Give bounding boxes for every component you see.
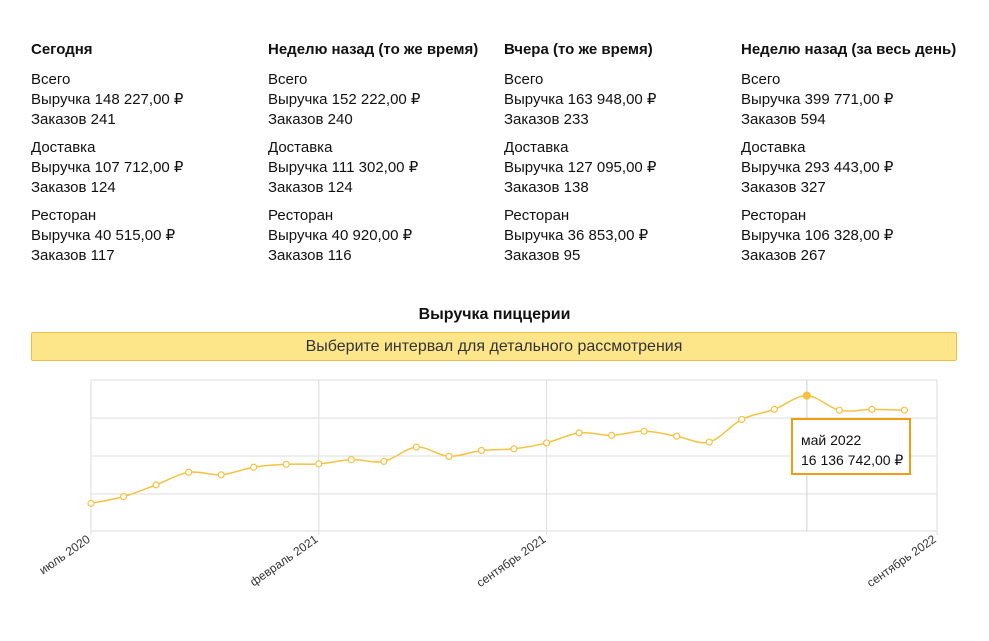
data-point — [380, 457, 388, 465]
stats-group-name: Всего — [31, 71, 71, 88]
stats-revenue: Выручка 36 853,00 ₽ — [504, 227, 649, 244]
data-point — [802, 391, 811, 400]
stats-group-name: Ресторан — [268, 207, 334, 224]
chart-tooltip: май 2022 16 136 742,00 ₽ — [791, 418, 911, 475]
data-point — [347, 456, 355, 464]
stats-group-total: Всего Выручка 163 948,00 ₽ Заказов 233 — [504, 70, 736, 130]
x-tick-label: сентябрь 2022 — [864, 532, 939, 590]
stats-orders: Заказов 240 — [268, 111, 353, 128]
stats-group-name: Всего — [268, 71, 308, 88]
stats-column-week-ago-same-time: Неделю назад (то же время) Всего Выручка… — [268, 40, 500, 274]
data-point — [542, 439, 551, 447]
stats-revenue: Выручка 106 328,00 ₽ — [741, 227, 894, 244]
data-point — [738, 415, 746, 424]
x-tick-label: февраль 2021 — [247, 532, 320, 589]
stats-group-total: Всего Выручка 399 771,00 ₽ Заказов 594 — [741, 70, 973, 130]
page-background — [14, 14, 974, 626]
stats-orders: Заказов 124 — [268, 179, 353, 196]
stats-group-restaurant: Ресторан Выручка 40 515,00 ₽ Заказов 117 — [31, 206, 263, 266]
data-point — [315, 460, 323, 468]
stats-panel: Сегодня Всего Выручка 148 227,00 ₽ Заказ… — [31, 40, 971, 280]
data-point — [900, 406, 909, 414]
x-tick-label: сентябрь 2021 — [474, 532, 549, 590]
data-point — [217, 471, 225, 479]
data-point — [477, 446, 486, 455]
stats-group-name: Ресторан — [504, 207, 570, 224]
chart-title: Выручка пиццерии — [418, 306, 571, 323]
stats-group-delivery: Доставка Выручка 293 443,00 ₽ Заказов 32… — [741, 138, 973, 198]
data-point — [282, 460, 290, 468]
stats-group-name: Всего — [741, 71, 781, 88]
stats-group-name: Всего — [504, 71, 544, 88]
stats-revenue: Выручка 40 515,00 ₽ — [31, 227, 176, 244]
stats-group-restaurant: Ресторан Выручка 106 328,00 ₽ Заказов 26… — [741, 206, 973, 266]
stats-orders: Заказов 594 — [741, 111, 826, 128]
stats-group-name: Доставка — [741, 139, 806, 156]
stats-revenue: Выручка 40 920,00 ₽ — [268, 227, 413, 244]
data-point — [608, 431, 616, 439]
stats-column-week-ago-full-day: Неделю назад (за весь день) Всего Выручк… — [741, 40, 973, 274]
data-point — [185, 468, 193, 476]
data-point — [445, 452, 453, 460]
stats-group-name: Ресторан — [31, 207, 97, 224]
stats-orders: Заказов 241 — [31, 111, 116, 128]
stats-column-yesterday-same-time: Вчера (то же время) Всего Выручка 163 94… — [504, 40, 736, 274]
data-point — [152, 481, 160, 489]
stats-group-restaurant: Ресторан Выручка 40 920,00 ₽ Заказов 116 — [268, 206, 500, 266]
stats-revenue: Выручка 107 712,00 ₽ — [31, 159, 184, 176]
data-point — [412, 443, 420, 451]
stats-revenue: Выручка 148 227,00 ₽ — [31, 91, 184, 108]
x-tick-label: июль 2020 — [37, 532, 93, 577]
stats-group-name: Доставка — [504, 139, 569, 156]
stats-orders: Заказов 95 — [504, 247, 581, 264]
data-point — [250, 463, 258, 471]
revenue-chart[interactable]: июль 2020 февраль 2021 сентябрь 2021 сентяб… — [0, 370, 989, 630]
data-point — [868, 405, 876, 413]
stats-orders: Заказов 116 — [268, 247, 352, 264]
data-point — [673, 432, 681, 440]
revenue-series-line — [90, 394, 905, 505]
stats-orders: Заказов 124 — [31, 179, 116, 196]
stats-group-delivery: Доставка Выручка 127 095,00 ₽ Заказов 13… — [504, 138, 736, 198]
stats-group-name: Доставка — [31, 139, 96, 156]
stats-revenue: Выручка 293 443,00 ₽ — [741, 159, 894, 176]
stats-column-title: Неделю назад (то же время) — [268, 41, 479, 58]
stats-revenue: Выручка 111 302,00 ₽ — [268, 159, 419, 176]
tooltip-label: май 2022 — [801, 432, 862, 448]
tooltip-value: 16 136 742,00 ₽ — [801, 452, 904, 468]
stats-orders: Заказов 117 — [31, 247, 115, 264]
stats-group-delivery: Доставка Выручка 111 302,00 ₽ Заказов 12… — [268, 138, 500, 198]
stats-group-delivery: Доставка Выручка 107 712,00 ₽ Заказов 12… — [31, 138, 263, 198]
stats-column-title: Неделю назад (за весь день) — [741, 41, 957, 58]
stats-revenue: Выручка 127 095,00 ₽ — [504, 159, 657, 176]
stats-group-restaurant: Ресторан Выручка 36 853,00 ₽ Заказов 95 — [504, 206, 736, 266]
data-point — [510, 445, 518, 453]
data-point — [575, 429, 583, 437]
stats-group-name: Ресторан — [741, 207, 807, 224]
stats-column-title: Сегодня — [31, 41, 93, 58]
data-point — [87, 499, 95, 507]
stats-orders: Заказов 267 — [741, 247, 826, 264]
stats-group-name: Доставка — [268, 139, 333, 156]
stats-column-today: Сегодня Всего Выручка 148 227,00 ₽ Заказ… — [31, 40, 263, 274]
data-point — [640, 427, 648, 435]
stats-orders: Заказов 138 — [504, 179, 589, 196]
stats-revenue: Выручка 152 222,00 ₽ — [268, 91, 421, 108]
stats-revenue: Выручка 399 771,00 ₽ — [741, 91, 894, 108]
stats-group-total: Всего Выручка 152 222,00 ₽ Заказов 240 — [268, 70, 500, 130]
stats-revenue: Выручка 163 948,00 ₽ — [504, 91, 657, 108]
interval-select-banner[interactable]: Выберите интервал для детального рассмот… — [31, 332, 957, 361]
stats-column-title: Вчера (то же время) — [504, 41, 653, 58]
data-point — [770, 405, 778, 413]
data-point — [835, 406, 843, 414]
stats-orders: Заказов 233 — [504, 111, 589, 128]
stats-group-total: Всего Выручка 148 227,00 ₽ Заказов 241 — [31, 70, 263, 130]
data-point — [119, 493, 128, 501]
stats-orders: Заказов 327 — [741, 179, 826, 196]
data-point — [705, 438, 713, 446]
